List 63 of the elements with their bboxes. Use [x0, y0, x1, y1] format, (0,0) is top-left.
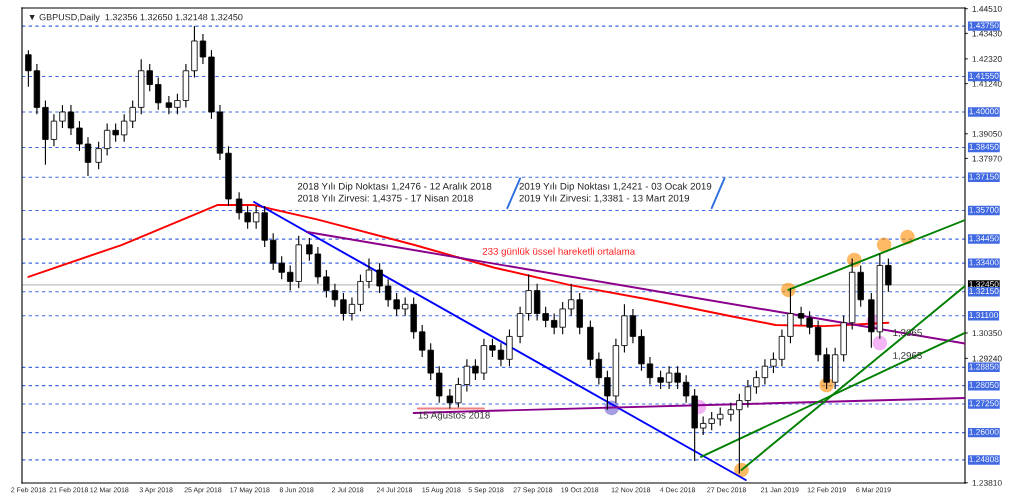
y-tick-label: 1.29240: [972, 355, 1002, 362]
ref-line-label: 1.43750: [969, 22, 999, 29]
candlestick: [657, 370, 664, 390]
candlestick: [717, 406, 724, 427]
line-series: [27, 203, 890, 328]
candlestick: [646, 356, 654, 386]
y-tick-label: 1.37970: [972, 155, 1002, 162]
candlestick: [84, 136, 92, 177]
y-tick-label: 1.30350: [972, 330, 1002, 337]
annotation: 2018 Yılı Zirvesi: 1,4375 - 17 Nisan 2018: [297, 194, 473, 203]
ref-line-label: 1.32150: [969, 288, 999, 294]
candlestick: [885, 257, 892, 293]
candlestick: [770, 351, 777, 374]
ref-line-label: 1.27250: [969, 400, 999, 407]
candlestick: [497, 342, 505, 367]
ref-line-label: 1.28050: [969, 382, 999, 388]
y-tick-label: 1.42320: [972, 56, 1002, 62]
candlestick: [165, 95, 173, 115]
candlestick: [787, 287, 794, 344]
candlestick: [629, 308, 637, 344]
ref-line-label: 1.41550: [969, 72, 999, 79]
point: [876, 237, 892, 253]
candlestick: [506, 328, 513, 367]
candlestick: [778, 328, 786, 367]
candlestick: [348, 296, 356, 321]
candlestick: [155, 77, 162, 111]
annotation: 2019 Yılı Dip Noktası 1,2421 - 03 Ocak 2019: [519, 182, 712, 192]
ref-line-label: 1.33400: [969, 259, 999, 266]
ref-line-label: 1.28850: [969, 363, 999, 370]
candlestick: [489, 338, 496, 358]
y-tick-label: 1.23810: [972, 479, 1002, 486]
text: ▼ GBPUSD,Daily 1.32356 1.32650 1.32148 1.32450: [29, 13, 243, 23]
annotation: 2019 Yılı Zirvesi: 1,3381 - 13 Mart 2019: [519, 194, 690, 203]
annotation: 2018 Yılı Dip Noktası 1,2476 - 12 Aralık 2018: [297, 182, 492, 192]
candlestick: [76, 120, 83, 152]
candlestick: [376, 262, 383, 294]
ref-line-label: 1.35700: [969, 206, 999, 213]
point: [872, 335, 888, 351]
candlestick: [199, 33, 207, 65]
candlestick: [67, 104, 75, 136]
ref-line-label: 1.31100: [969, 312, 998, 319]
y-tick-label: 1.44510: [972, 5, 1002, 12]
ref-line-label: 1.24808: [969, 456, 999, 463]
candlestick: [727, 402, 735, 422]
candlestick: [59, 104, 66, 129]
candlestick: [365, 257, 373, 289]
candlestick: [95, 141, 102, 170]
annotation: 233 günlük üssel hareketli ortalama: [482, 247, 636, 257]
candlestick: [357, 274, 364, 312]
candlestick: [472, 358, 479, 381]
y-tick-label: 1.41240: [972, 80, 1002, 87]
ref-line-label: 1.40000: [969, 108, 999, 115]
y-tick-label: 1.39050: [972, 130, 1002, 137]
ref-line-label: 1.34450: [969, 235, 999, 242]
candlestick: [50, 113, 58, 147]
candlestick: [436, 365, 443, 404]
candlestick: [340, 292, 347, 321]
candlestick: [446, 388, 454, 410]
ref-line-label: 1.26000: [969, 428, 999, 435]
ref-line-label: 1.32450: [969, 281, 999, 288]
ref-line-label: 1.38450: [969, 143, 999, 150]
ref-line-label: 1.37150: [969, 173, 999, 180]
y-tick-label: 1.43430: [972, 30, 1002, 37]
